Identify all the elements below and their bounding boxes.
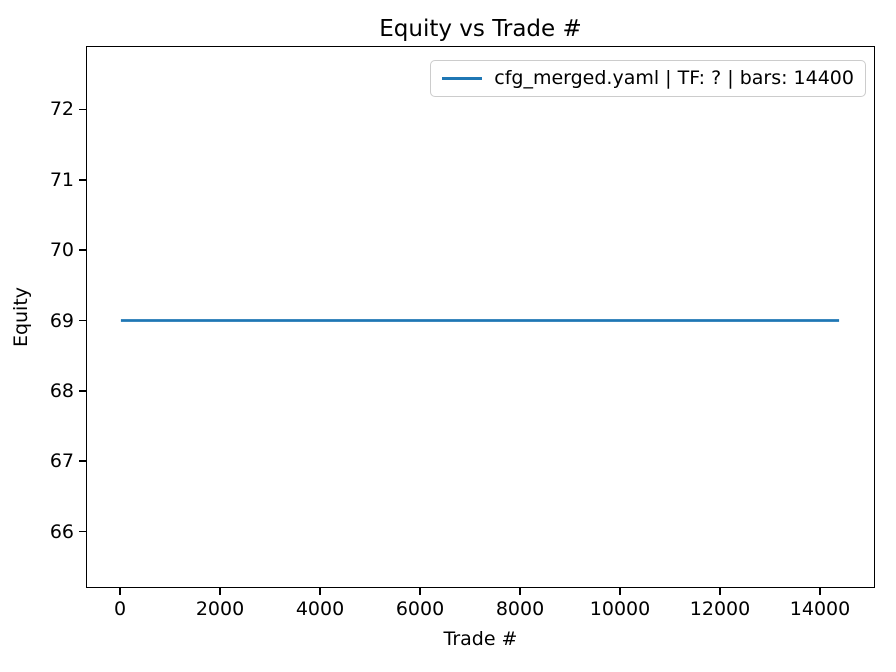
y-tick-mark (79, 319, 86, 322)
x-tick-label: 2000 (195, 598, 245, 620)
y-tick-label: 72 (49, 98, 74, 121)
x-tick-label: 4000 (295, 598, 345, 620)
legend-label: cfg_merged.yaml | TF: ? | bars: 14400 (494, 67, 854, 89)
x-axis-label: Trade # (443, 628, 518, 650)
x-tick-label: 14000 (789, 598, 851, 620)
y-tick-mark (79, 530, 86, 533)
x-tick-label: 6000 (395, 598, 445, 620)
x-tick-mark (219, 588, 221, 595)
y-axis-label: Equity (10, 286, 32, 348)
y-tick-label: 70 (49, 239, 74, 262)
x-tick-label: 0 (113, 598, 127, 620)
legend: cfg_merged.yaml | TF: ? | bars: 14400 (430, 60, 866, 97)
plot-area: cfg_merged.yaml | TF: ? | bars: 14400 (86, 46, 875, 588)
chart-title: Equity vs Trade # (379, 16, 582, 42)
x-tick-mark (819, 588, 821, 595)
x-tick-mark (319, 588, 321, 595)
y-tick-label: 69 (49, 309, 74, 332)
y-tick-label: 68 (49, 379, 74, 402)
y-tick-mark (79, 390, 86, 392)
y-tick-mark (79, 178, 86, 181)
y-tick-mark (79, 460, 86, 463)
x-tick-mark (719, 588, 721, 595)
legend-line-swatch (442, 76, 483, 80)
x-tick-mark (119, 588, 121, 595)
x-tick-label: 10000 (589, 598, 651, 620)
x-tick-label: 12000 (689, 598, 751, 620)
y-tick-mark (79, 249, 86, 251)
x-tick-mark (419, 588, 421, 595)
x-tick-mark (519, 588, 521, 595)
x-tick-label: 8000 (495, 598, 545, 620)
x-tick-mark (619, 588, 621, 595)
y-tick-label: 67 (49, 450, 74, 473)
y-tick-label: 71 (49, 168, 74, 191)
y-tick-mark (79, 108, 86, 111)
equity-line-series (120, 319, 840, 322)
y-tick-label: 66 (49, 520, 74, 543)
